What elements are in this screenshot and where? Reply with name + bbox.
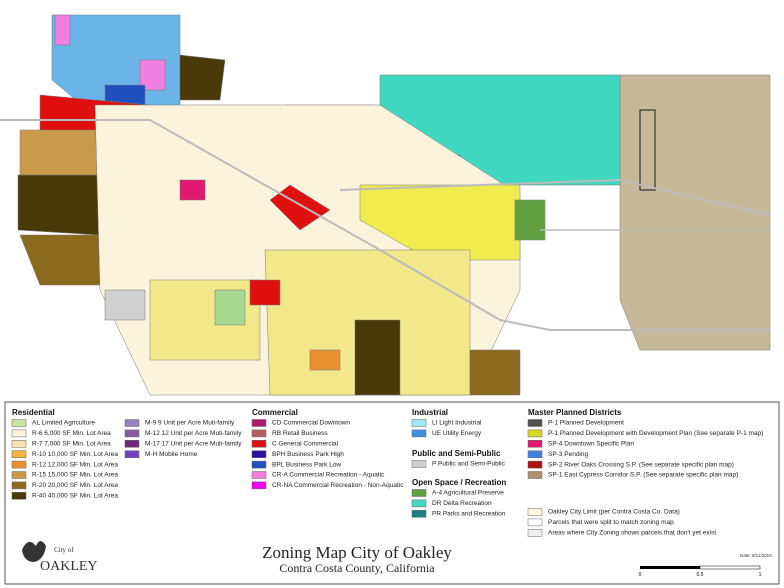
legend-label: SP-3 Pending [548,451,588,458]
legend-swatch [411,419,427,427]
legend-label: P Public and Semi-Public [432,461,506,468]
legend: Residential AL Limited Agriculture R-6 6,0… [11,408,763,537]
legend-label: C General Commercial [272,441,339,448]
legend-swatch [11,471,27,479]
legend-heading: Industrial [412,408,448,417]
legend-label: SP-1 East Cypress Corridor S.P. (See sep… [548,472,738,479]
legend-swatch [11,440,27,448]
legend-label: R-10 10,000 SF Min. Lot Area [32,451,118,458]
legend-swatch [251,481,267,490]
legend-label: CR-NA Commercial Recreation - Non-Aquati… [272,482,404,489]
legend-swatch [124,429,140,438]
legend-label: UE Utility Energy [432,430,482,437]
scale-bar: 0 0.5 1 [639,565,762,578]
logo-name: OAKLEY [40,559,98,574]
legend-swatch [527,518,543,527]
legend-swatch [251,429,267,438]
legend-swatch [251,471,267,479]
legend-label: PR Parks and Recreation [432,511,506,518]
logo-top: City of [54,546,74,554]
legend-label: R-6 6,000 SF Min. Lot Area [32,430,111,437]
legend-swatch [527,440,543,448]
legend-swatch [527,508,543,516]
legend-label: RB Retail Business [272,430,328,437]
legend-label: R-12 12,000 SF Min. Lot Area [32,461,118,468]
legend-label: DR Delta Recreation [432,500,492,507]
legend-swatch [527,419,543,427]
legend-swatch [124,450,140,458]
legend-swatch [11,419,27,427]
legend-swatch [11,492,27,500]
legend-swatch [11,450,27,458]
legend-swatch [411,499,427,508]
legend-swatch [527,450,543,458]
legend-heading: Public and Semi-Public [412,449,501,458]
date: Date: 8/11/2015 [740,553,772,558]
legend-heading: Commercial [252,408,298,417]
legend-label: SP-4 Downtown Specific Plan [548,441,634,448]
legend-frame [4,401,780,585]
legend-swatch [124,419,140,427]
legend-swatch [251,450,267,458]
scale-label: 1 [759,572,762,578]
legend-label: P-1 Planned Development [548,420,624,427]
legend-label: SP-2 River Oaks Crossing S.P. (See separ… [548,461,734,468]
logo: City of OAKLEY [22,541,98,574]
legend-label: BPL Business Park Low [272,461,341,468]
legend-swatch [527,429,543,438]
legend-label: A-4 Agricultural Preserve [432,490,504,497]
legend-swatch [527,460,543,469]
legend-swatch [411,489,427,497]
scale-label: 0.5 [697,572,704,578]
legend-swatch [124,440,140,448]
legend-label: Parcels that were split to match zoning … [548,519,674,526]
legend-label: M-9 9 Unit per Acre Muti-family [145,420,235,427]
legend-label: R-40 40,000 SF Min. Lot Area [32,493,118,500]
legend-swatch [411,460,427,468]
legend-swatch [527,529,543,537]
legend-label: R-15 15,000 SF Min. Lot Area [32,472,118,479]
legend-label: M-12 12 Unit per Acre Muti-family [145,430,242,437]
legend-swatch [251,419,267,427]
legend-swatch [251,440,267,448]
legend-swatch [251,460,267,469]
legend-label: P-1 Planned Development with Development… [548,430,763,437]
scale-label: 0 [639,572,642,578]
legend-label: CR-A Commercial Recreation - Aquatic [272,472,385,479]
legend-label: CD Commercial Downtown [272,420,350,427]
legend-swatch [11,460,27,469]
legend-swatch [411,510,427,518]
legend-swatch [11,481,27,490]
map-title: Zoning Map City of Oakley [262,543,452,562]
legend-label: LI Light Industrial [432,420,482,427]
legend-heading: Master Planned Districts [528,408,622,417]
legend-label: BPH Business Park High [272,451,344,458]
legend-label: M-17 17 Unit per Acre Muti-family [145,441,242,448]
legend-label: AL Limited Agriculture [32,420,95,427]
legend-label: R-7 7,000 SF Min. Lot Area [32,441,111,448]
legend-label: R-20 20,000 SF Min. Lot Area [32,482,118,489]
legend-heading: Residential [12,408,55,417]
legend-label: Areas where City Zoning shows parcels th… [548,530,716,537]
legend-label: M-H Mobile Home [145,451,198,458]
legend-swatch [411,429,427,438]
legend-swatch [527,471,543,479]
legend-heading: Open Space / Recreation [412,478,506,487]
legend-swatch [11,429,27,438]
map-subtitle: Contra Costa County, California [279,561,435,575]
legend-label: Oakley City Limit (per Contra Costa Co. … [548,509,680,516]
map [0,14,771,396]
